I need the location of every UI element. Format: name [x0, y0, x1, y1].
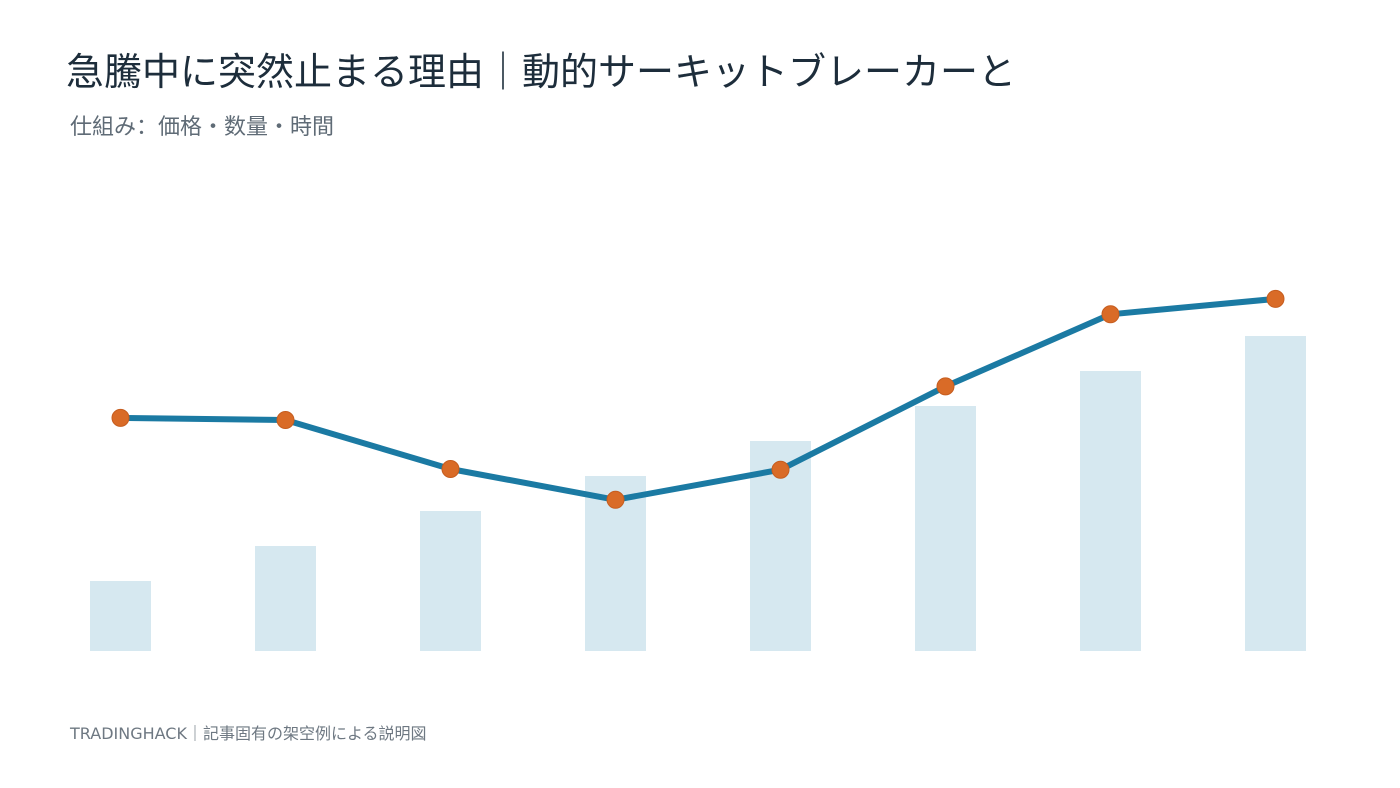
- chart-subtitle: 仕組み：価格・数量・時間: [70, 115, 335, 140]
- line-point-8: [1266, 289, 1285, 308]
- chart-title: 急騰中に突然止まる理由｜動的サーキットブレーカーと: [66, 50, 1017, 94]
- bar-8: [1245, 336, 1306, 651]
- line-series: [117, 295, 1279, 503]
- line-point-1: [111, 408, 130, 427]
- bar-2: [255, 546, 316, 651]
- line-point-5: [771, 460, 790, 479]
- line-point-4: [606, 490, 625, 509]
- line-point-2: [276, 411, 295, 429]
- line-layer: [117, 295, 1279, 503]
- line-point-3: [441, 460, 460, 478]
- bar-1: [90, 581, 151, 651]
- bars-layer: [90, 336, 1306, 651]
- bar-3: [420, 511, 481, 651]
- line-point-7: [1101, 305, 1120, 324]
- markers-layer: [111, 289, 1285, 509]
- bar-7: [1080, 371, 1141, 651]
- bar-6: [915, 406, 976, 651]
- footer-credit: TRADINGHACK｜記事固有の架空例による説明図: [70, 724, 427, 743]
- line-point-6: [936, 377, 955, 396]
